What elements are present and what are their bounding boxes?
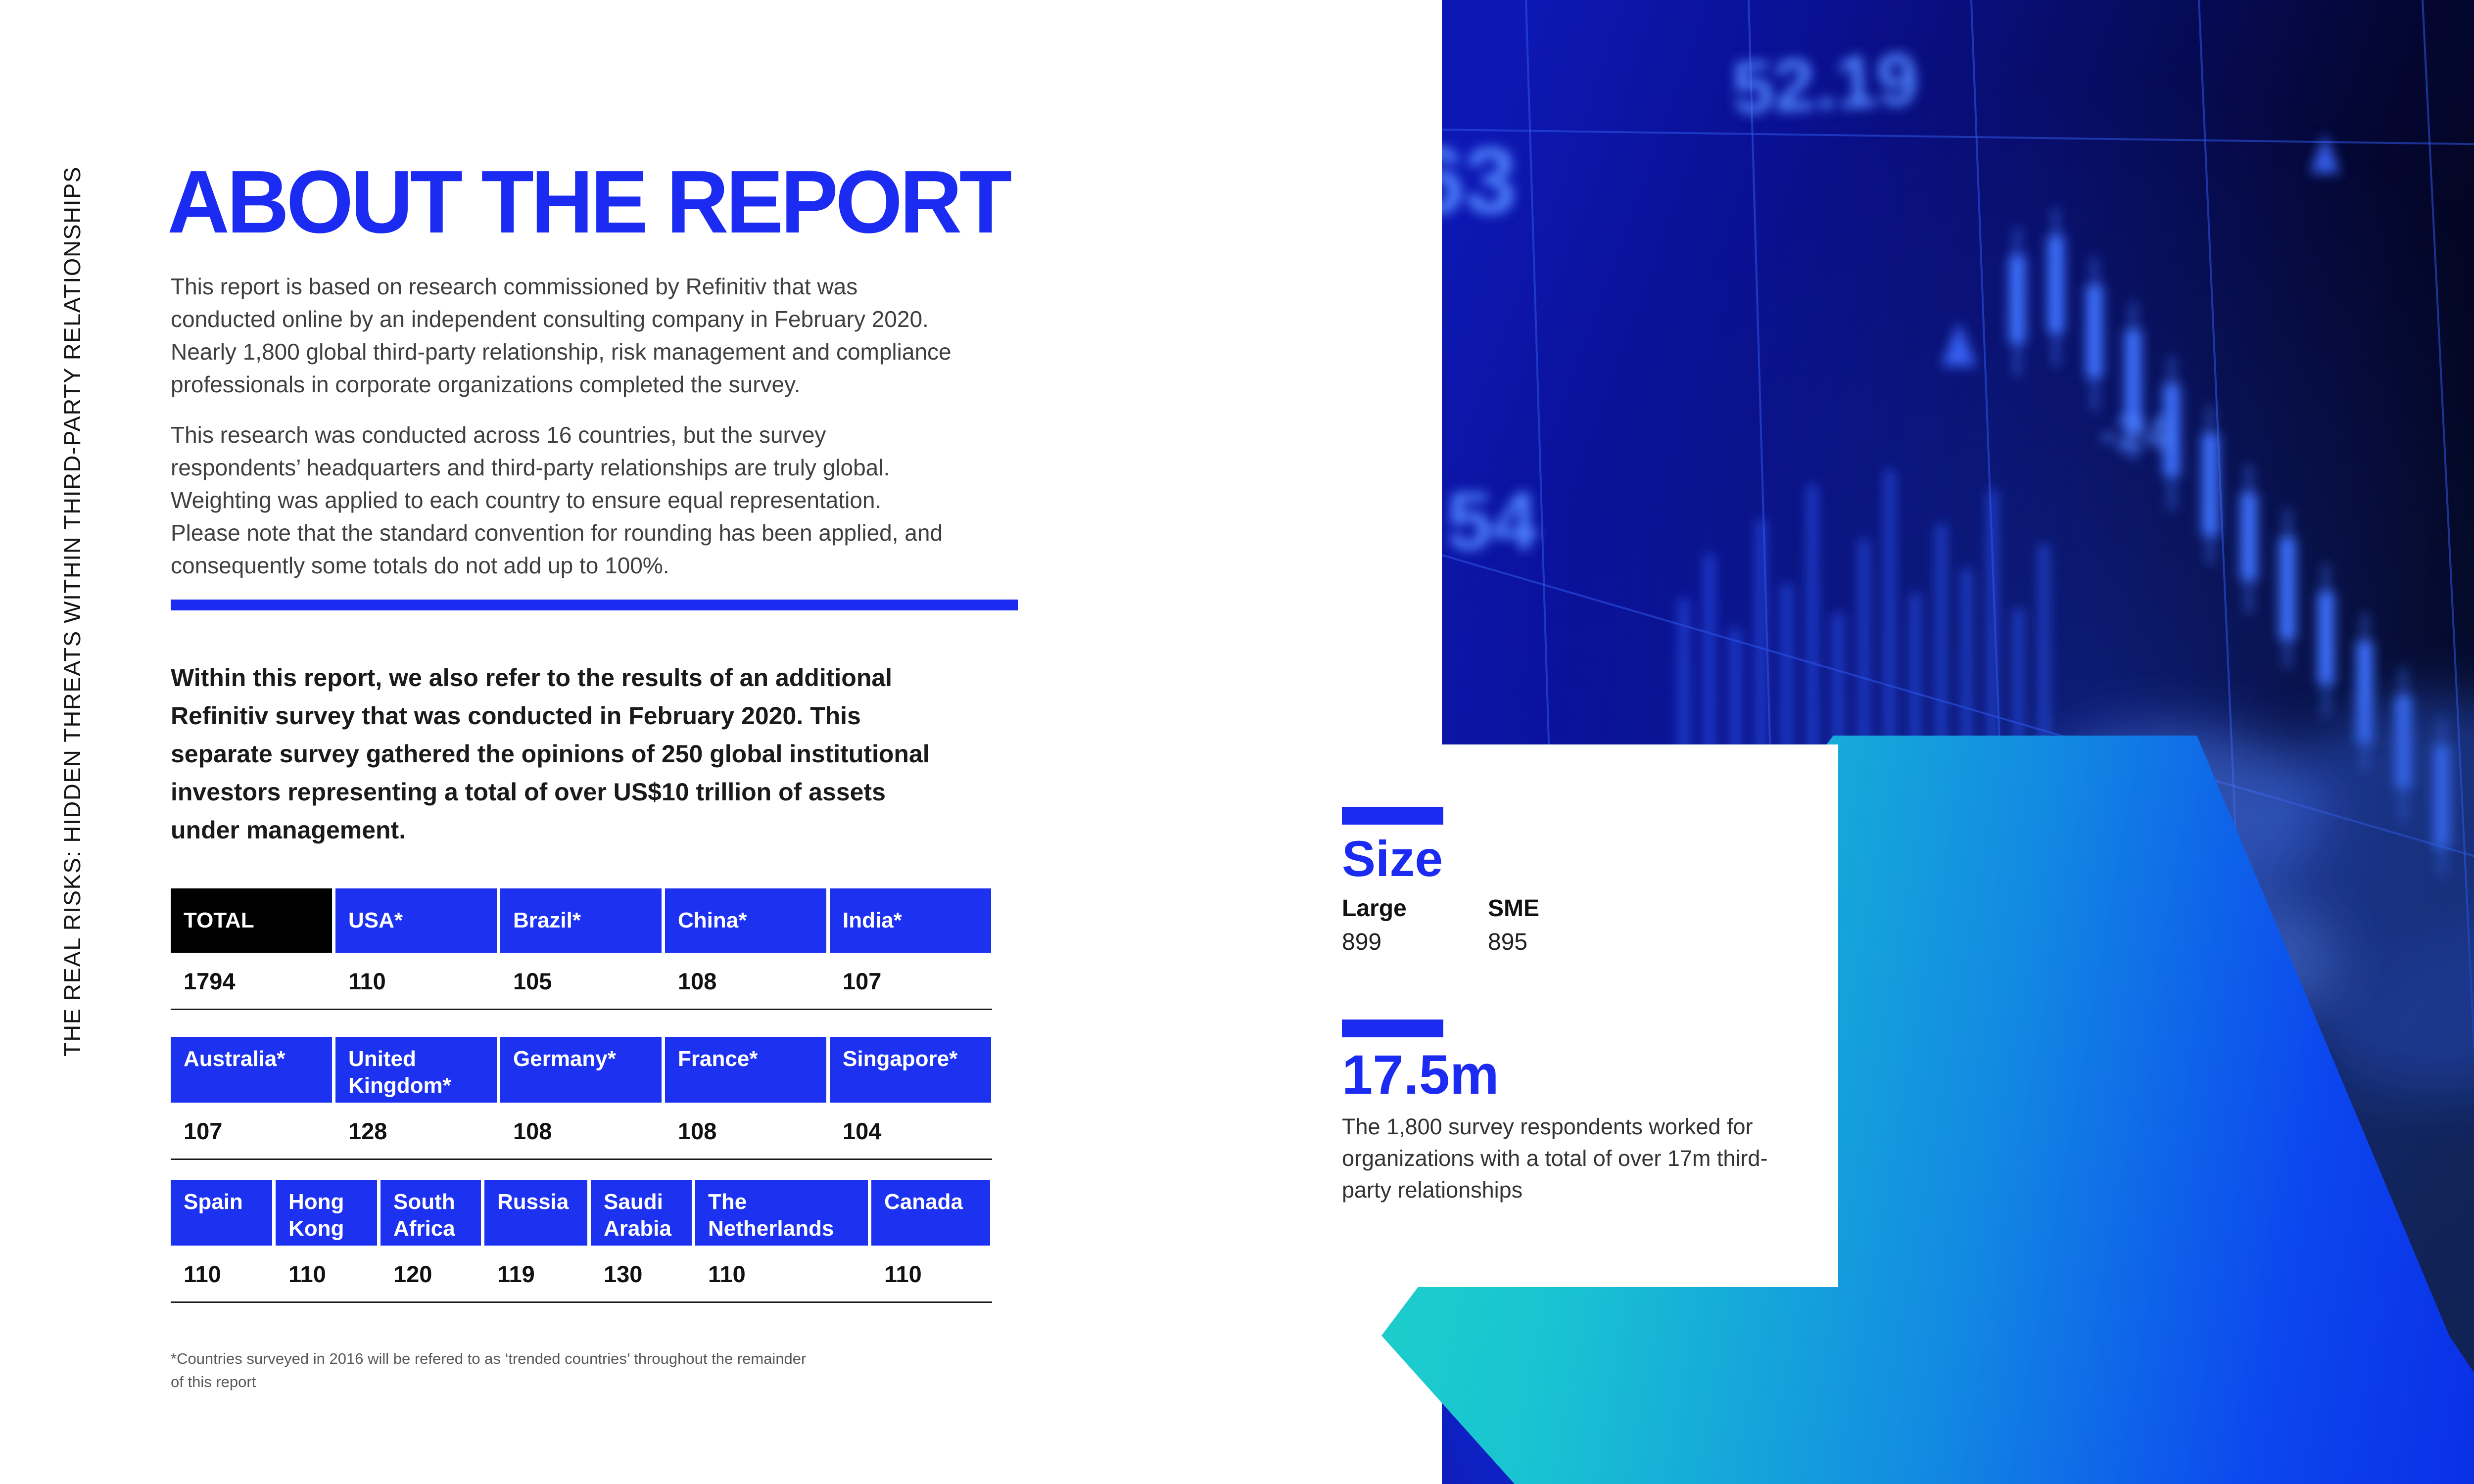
size-group-label: SME [1488,895,1540,922]
size-group-value: 895 [1488,928,1528,955]
big-number-description: The 1,800 survey respondents worked for … [1342,1114,1768,1203]
header-cell-australia: Australia* [171,1037,332,1103]
value-cell-singapore: 104 [843,1118,882,1144]
value-cell-spain: 110 [184,1261,221,1287]
size-breakdown: Large 899 SME 895 [1342,894,1818,956]
stat-accent-bar [1342,1020,1443,1038]
header-cell-usa: USA* [335,888,497,953]
size-group-sme: SME 895 [1488,894,1634,956]
value-cell-canada: 110 [884,1261,922,1287]
value-cell-usa: 110 [348,968,386,994]
ticker-number-63: 63 [1442,128,1517,233]
header-cell-singapore: Singapore* [830,1037,991,1103]
header-cell-canada: Canada [871,1180,990,1246]
header-cell-india: India* [830,888,991,953]
value-cell-brazil: 105 [513,968,552,994]
size-group-value: 899 [1342,928,1382,955]
table-header-row: Spain Hong Kong South Africa Russia Saud… [171,1180,992,1246]
header-cell-brazil: Brazil* [500,888,662,953]
trended-countries-footnote: *Countries surveyed in 2016 will be refe… [171,1350,807,1391]
up-arrow-icons [1942,134,2340,366]
intro-paragraph-1: This report is based on research commiss… [171,274,952,397]
value-cell-russia: 119 [497,1261,535,1287]
ticker-number-54: 54 [1447,475,1538,566]
header-cell-france: France* [665,1037,826,1103]
size-group-large: Large 899 [1342,894,1488,956]
respondents-table-1: TOTAL USA* Brazil* China* India* 1794 11… [171,888,992,1010]
big-number-17-5m: 17.5m [1342,1044,1499,1106]
survey-stats-panel: Size Large 899 SME 895 17.5m The 1,800 s… [1330,744,1838,1287]
ticker-number-minus-24: -24 [2100,406,2172,461]
header-cell-total: TOTAL [171,888,332,953]
table-value-row: 107 128 108 108 104 [171,1103,992,1160]
ticker-number-52-19: 52.19 [1730,37,1920,130]
size-group-label: Large [1342,895,1407,922]
value-cell-france: 108 [678,1118,717,1144]
report-series-vertical-label: THE REAL RISKS: HIDDEN THREATS WITHIN TH… [59,166,85,1057]
value-cell-china: 108 [678,968,717,994]
header-cell-germany: Germany* [500,1037,662,1103]
header-cell-saudi-arabia: Saudi Arabia [591,1180,692,1246]
respondents-table-3: Spain Hong Kong South Africa Russia Saud… [171,1180,992,1303]
value-cell-australia: 107 [184,1118,223,1144]
intro-paragraph-2: This research was conducted across 16 co… [171,422,943,578]
value-cell-netherlands: 110 [708,1261,746,1287]
stat-accent-bar [1342,807,1443,825]
value-cell-saudi-arabia: 130 [604,1261,643,1287]
table-header-row: TOTAL USA* Brazil* China* India* [171,888,992,953]
value-cell-hong-kong: 110 [288,1261,326,1287]
page-title: ABOUT THE REPORT [167,152,1012,252]
value-cell-germany: 108 [513,1118,552,1144]
section-divider-rule [171,600,1018,610]
value-cell-total: 1794 [184,968,236,994]
value-cell-united-kingdom: 128 [348,1118,387,1144]
table-header-row: Australia* United Kingdom* Germany* Fran… [171,1037,992,1103]
ticker-numbers: 52.19 63 54 -24 [1442,37,2172,566]
table-value-row: 1794 110 105 108 107 [171,953,992,1010]
header-cell-netherlands: The Netherlands [695,1180,868,1246]
header-cell-spain: Spain [171,1180,272,1246]
size-heading: Size [1342,831,1443,887]
header-cell-china: China* [665,888,826,953]
value-cell-india: 107 [843,968,882,994]
value-cell-south-africa: 120 [393,1261,432,1287]
respondents-table-2: Australia* United Kingdom* Germany* Fran… [171,1037,992,1160]
table-value-row: 110 110 120 119 130 110 110 [171,1246,992,1303]
header-cell-russia: Russia [484,1180,587,1246]
header-cell-hong-kong: Hong Kong [276,1180,377,1246]
highlight-paragraph: Within this report, we also refer to the… [171,664,930,844]
header-cell-south-africa: South Africa [381,1180,481,1246]
header-cell-united-kingdom: United Kingdom* [335,1037,497,1103]
